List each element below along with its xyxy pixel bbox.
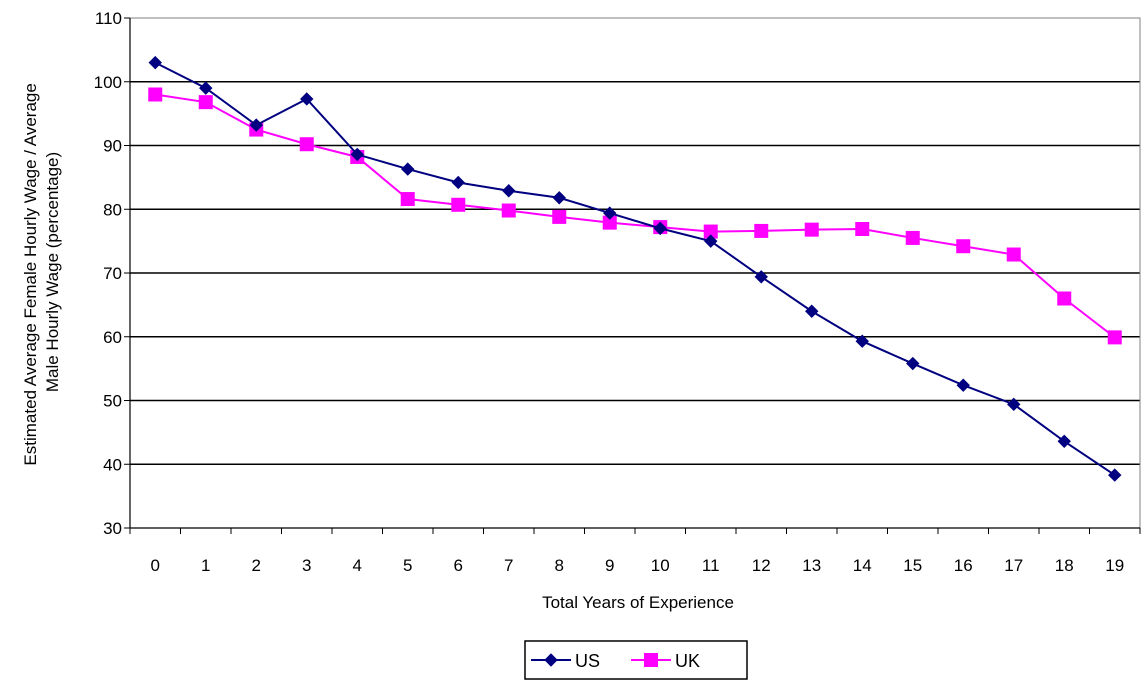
- x-tick-label: 10: [651, 556, 670, 575]
- legend-item-us: US: [531, 651, 600, 671]
- data-point-uk: [804, 222, 819, 237]
- data-point-uk: [754, 223, 769, 238]
- y-tick-label: 110: [95, 9, 122, 28]
- data-point-uk: [451, 197, 466, 212]
- x-tick-label: 8: [555, 556, 564, 575]
- data-point-us: [704, 234, 718, 248]
- data-point-us: [956, 378, 970, 392]
- x-tick-label: 0: [151, 556, 160, 575]
- x-tick-label: 17: [1004, 556, 1023, 575]
- y-tick-label: 30: [103, 519, 122, 538]
- data-point-us: [805, 304, 819, 318]
- x-tick-label: 18: [1055, 556, 1074, 575]
- data-point-uk: [299, 137, 314, 152]
- series-line-us: [154, 61, 1116, 476]
- legend-items: US UK: [531, 651, 700, 671]
- x-tick-label: 7: [504, 556, 513, 575]
- x-tick-label: 11: [702, 556, 720, 575]
- x-tick-label: 12: [752, 556, 771, 575]
- x-tick-label: 5: [403, 556, 412, 575]
- data-point-uk: [148, 87, 163, 102]
- data-point-us: [350, 147, 364, 162]
- x-tick-label: 3: [302, 556, 311, 575]
- y-axis-title-line1: Estimated Average Female Hourly Wage / A…: [21, 83, 40, 465]
- legend-marker: [544, 653, 558, 667]
- y-tick-labels: 30 40 50 60 70 80 90 100 110: [94, 9, 122, 538]
- data-point-us: [300, 92, 314, 106]
- data-point-uk: [400, 192, 415, 207]
- x-tick-labels: 0 1 2 3 4 5 6 7 8 9 10 11 12 13 14 15 16 17 18 19: [151, 556, 1125, 575]
- x-axis-title: Total Years of Experience: [542, 593, 734, 612]
- data-point-uk: [198, 95, 213, 110]
- data-point-us: [451, 175, 465, 190]
- data-point-uk: [956, 239, 971, 254]
- data-point-uk: [1107, 330, 1122, 345]
- x-tick-label: 15: [903, 556, 922, 575]
- x-tick-label: 2: [252, 556, 261, 575]
- legend-label: US: [575, 651, 600, 671]
- y-tick-label: 90: [103, 137, 122, 156]
- data-point-us: [1108, 468, 1122, 482]
- legend-label: UK: [675, 651, 700, 671]
- axes: [124, 17, 1141, 534]
- x-tick-label: 19: [1105, 556, 1124, 575]
- data-point-us: [249, 118, 263, 132]
- data-point-uk: [1057, 291, 1072, 306]
- data-point-uk: [501, 203, 516, 218]
- data-point-us: [906, 356, 920, 371]
- series-line-uk: [155, 93, 1116, 339]
- y-tick-label: 80: [103, 200, 122, 219]
- x-tick-label: 13: [802, 556, 821, 575]
- legend: US UK: [524, 640, 748, 680]
- data-point-us: [502, 184, 516, 198]
- y-tick-label: 100: [94, 73, 122, 92]
- legend-item-uk: UK: [631, 651, 700, 671]
- x-tick-label: 6: [454, 556, 463, 575]
- x-tick-label: 16: [954, 556, 973, 575]
- data-point-us: [552, 191, 566, 205]
- series-layer: [148, 55, 1122, 482]
- legend-marker: [644, 653, 658, 667]
- y-tick-label: 60: [103, 328, 122, 347]
- data-point-us: [1007, 397, 1021, 412]
- x-tick-label: 4: [353, 556, 362, 575]
- data-point-us: [653, 221, 667, 236]
- data-point-uk: [905, 230, 920, 245]
- data-point-us: [199, 81, 213, 95]
- y-tick-label: 40: [103, 455, 122, 474]
- y-tick-label: 50: [103, 392, 122, 411]
- series-us: [148, 55, 1122, 482]
- data-point-us: [148, 55, 162, 70]
- y-axis-title-line2: Male Hourly Wage (percentage): [43, 152, 62, 392]
- data-point-us: [855, 334, 869, 348]
- x-tick-label: 1: [201, 556, 210, 575]
- data-point-us: [1057, 434, 1071, 449]
- x-tick-label: 9: [605, 556, 614, 575]
- y-axis-title: Estimated Average Female Hourly Wage / A…: [21, 78, 62, 465]
- x-tick-label: 14: [853, 556, 872, 575]
- data-point-uk: [552, 209, 567, 224]
- y-tick-label: 70: [103, 264, 122, 283]
- data-point-uk: [1006, 247, 1021, 262]
- data-point-us: [401, 162, 415, 176]
- gridlines: [130, 81, 1140, 465]
- data-point-us: [754, 270, 768, 284]
- data-point-us: [603, 206, 617, 220]
- data-point-uk: [855, 222, 870, 237]
- series-uk: [148, 87, 1122, 345]
